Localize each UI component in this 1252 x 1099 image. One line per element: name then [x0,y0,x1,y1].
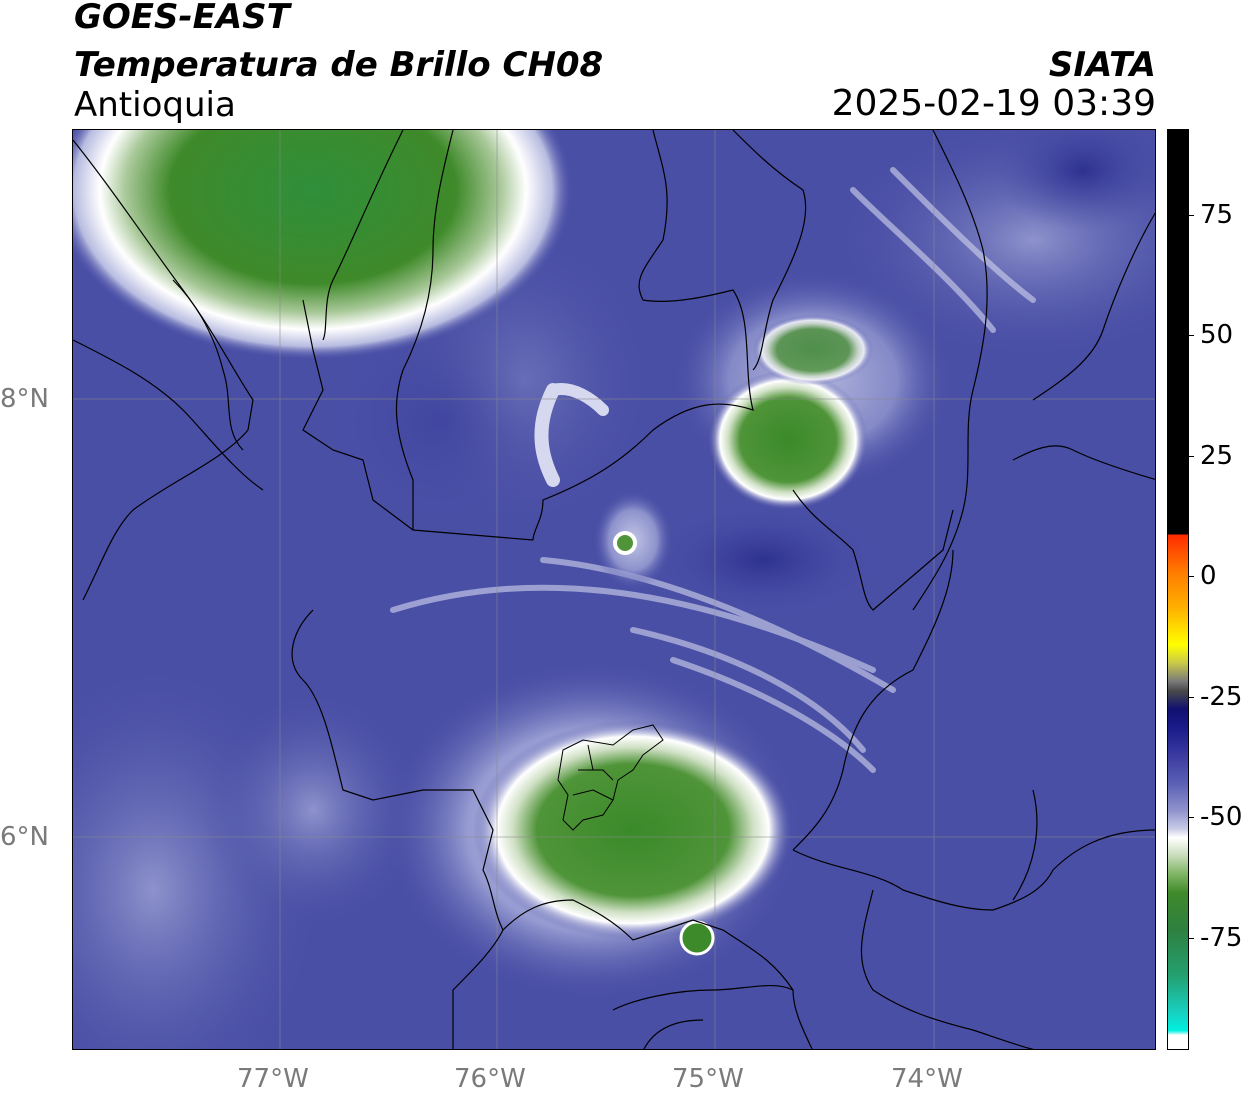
dark-patch-north [323,310,563,530]
colorbar-tickmark-minus50 [1188,817,1194,818]
cloud-arc-tail [547,383,609,416]
colorbar-tickmark-75 [1188,215,1194,216]
boundary-lines [73,130,1155,1049]
colorbar-tickmark-25 [1188,456,1194,457]
cold-cloud-northwest [73,130,573,360]
small-cold-spot [613,531,637,555]
cloud-streaks [390,167,1036,773]
small-cold-cell-south [679,920,715,956]
colorbar-tickmark-minus75 [1188,938,1194,939]
colorbar-tickmark-0 [1188,576,1194,577]
colorbar-label-50: 50 [1200,320,1234,350]
light-haze-west [203,690,423,930]
lat-label-8n: 8°N [0,384,49,414]
cloud-arc [534,383,560,487]
graticule [73,130,1155,1049]
region-label: Antioquia [74,85,236,125]
colorbar-tickmark-minus25 [1188,697,1194,698]
colorbar-label-minus50: -50 [1200,802,1243,832]
lon-label-76w: 76°W [454,1064,526,1094]
lon-label-74w: 74°W [891,1064,963,1094]
lon-label-77w: 77°W [237,1064,309,1094]
cold-cloud-south [473,720,793,940]
dark-patch-center-east [643,500,883,620]
colorbar [1167,129,1189,1050]
colorbar-label-25: 25 [1200,441,1234,471]
colorbar-label-minus25: -25 [1200,682,1243,712]
municipal-boundaries [557,724,664,831]
map-canvas [73,130,1155,1049]
convective-cell-east-upper [753,315,873,385]
lon-label-75w: 75°W [672,1064,744,1094]
organization-label: SIATA [1048,45,1156,85]
lat-label-6n: 6°N [0,822,49,852]
timestamp-label: 2025-02-19 03:39 [831,83,1156,124]
product-title: Temperatura de Brillo CH08 [74,45,604,85]
colorbar-label-75: 75 [1200,200,1234,230]
colorbar-label-0: 0 [1200,561,1217,591]
dark-patch-northeast [993,130,1155,230]
satellite-title: GOES-EAST [74,0,290,37]
colorbar-tickmark-50 [1188,335,1194,336]
colorbar-label-minus75: -75 [1200,923,1243,953]
convective-cell-east [708,370,868,510]
brightness-temperature-map [72,129,1156,1050]
